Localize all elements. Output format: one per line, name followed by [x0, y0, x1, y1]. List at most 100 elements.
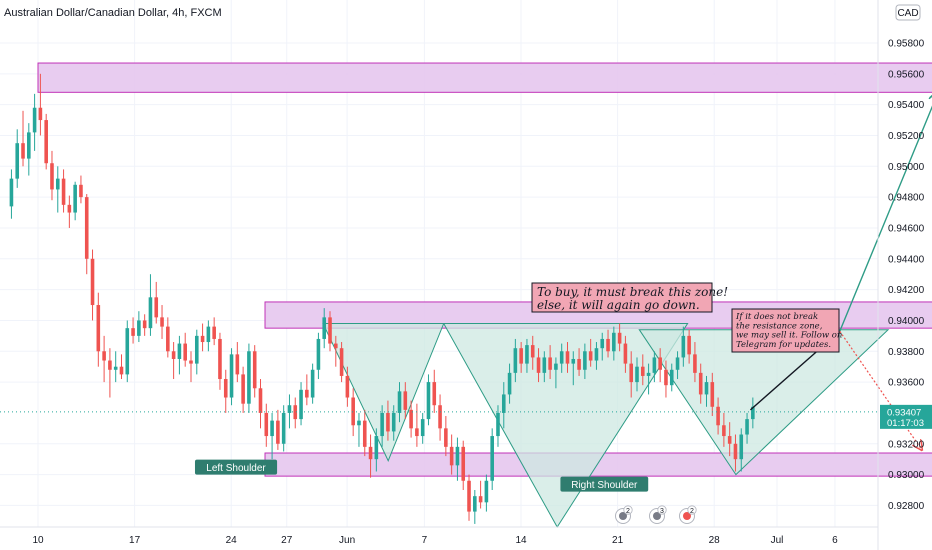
candle-body — [606, 338, 610, 352]
last-price-value: 0.93407 — [887, 407, 921, 418]
candle — [635, 357, 639, 392]
candle-body — [513, 348, 518, 373]
candle-body — [733, 443, 738, 460]
candle-body — [200, 335, 205, 343]
candle — [490, 428, 494, 491]
candle — [322, 308, 327, 349]
candle-body — [252, 351, 257, 389]
candle-body — [415, 428, 419, 437]
candle — [391, 405, 396, 441]
candle — [519, 342, 523, 373]
candle-body — [21, 143, 25, 159]
candle-body — [32, 107, 37, 133]
candle — [681, 326, 686, 367]
candle — [177, 335, 182, 375]
candle-body — [67, 204, 72, 213]
event-badge[interactable]: 3 — [649, 505, 667, 524]
candle — [258, 379, 263, 429]
candle — [727, 422, 732, 457]
candle-body — [675, 357, 680, 370]
candle-body — [27, 132, 31, 159]
candle-body — [664, 369, 668, 386]
candle — [698, 363, 703, 404]
candle — [316, 332, 321, 380]
candle-body — [96, 305, 101, 352]
candle — [415, 403, 419, 447]
candle-body — [351, 397, 355, 426]
candle-body — [310, 369, 315, 398]
currency-badge[interactable] — [895, 4, 921, 21]
candle — [473, 490, 477, 524]
candle — [554, 357, 558, 389]
candle-body — [467, 480, 471, 512]
candle-body — [299, 389, 303, 420]
candle — [548, 345, 552, 380]
candle-body — [171, 351, 176, 359]
y-tick-label: 0.94600 — [888, 223, 925, 234]
candle — [565, 342, 570, 373]
event-count: 3 — [660, 508, 664, 515]
candle-body — [113, 366, 118, 370]
y-tick-label: 0.94800 — [888, 193, 925, 204]
candle — [183, 332, 187, 367]
candle-body — [90, 258, 95, 306]
candle-body — [751, 406, 755, 420]
candle — [73, 181, 77, 221]
y-tick-label: 0.95000 — [888, 162, 925, 173]
candle — [530, 335, 535, 370]
event-badges[interactable]: 2 3 2 — [615, 505, 697, 524]
y-tick-label: 0.93800 — [888, 347, 925, 358]
candle-body — [391, 412, 396, 432]
candle-body — [38, 107, 43, 121]
candle-body — [490, 436, 494, 481]
candle — [206, 320, 211, 352]
candle — [9, 169, 14, 219]
candle-body — [461, 446, 466, 481]
candle-body — [565, 351, 570, 364]
y-tick-label: 0.94200 — [888, 285, 925, 296]
candle-body — [189, 360, 193, 364]
candle — [542, 351, 547, 383]
candle — [50, 150, 54, 201]
candle — [606, 329, 610, 358]
candle-body — [727, 436, 732, 444]
candle — [675, 351, 680, 380]
y-tick-label: 0.95800 — [888, 38, 925, 49]
candle-body — [635, 366, 639, 383]
event-badge[interactable]: 2 — [679, 505, 697, 524]
candle-body — [73, 184, 77, 213]
candle — [84, 194, 89, 275]
event-icon-inner — [683, 512, 691, 520]
candle — [339, 342, 344, 383]
candle — [241, 366, 245, 413]
candle-body — [432, 382, 437, 406]
event-badge[interactable]: 2 — [615, 505, 633, 524]
candle-body — [229, 354, 234, 398]
candle — [513, 338, 518, 383]
candle — [501, 382, 506, 429]
candle — [27, 123, 31, 176]
candle — [733, 434, 738, 472]
right-shoulder-label-bg — [560, 476, 649, 492]
candle — [171, 342, 176, 380]
candle — [629, 351, 633, 398]
candle — [194, 329, 199, 375]
candle — [15, 129, 20, 188]
annotations: To buy, it must break this zone!else, it… — [531, 282, 842, 353]
candle — [96, 292, 101, 367]
candle — [276, 409, 280, 450]
candle — [362, 409, 367, 457]
candle — [594, 342, 599, 370]
candle-body — [177, 343, 182, 359]
candle — [108, 348, 112, 398]
candle-body — [293, 405, 298, 420]
candle — [449, 434, 454, 475]
candle — [426, 374, 431, 426]
candle — [229, 348, 234, 406]
candle-body — [496, 412, 500, 437]
x-tick-label: 6 — [832, 535, 838, 546]
y-tick-label: 0.94000 — [888, 316, 925, 327]
candle — [310, 363, 315, 404]
